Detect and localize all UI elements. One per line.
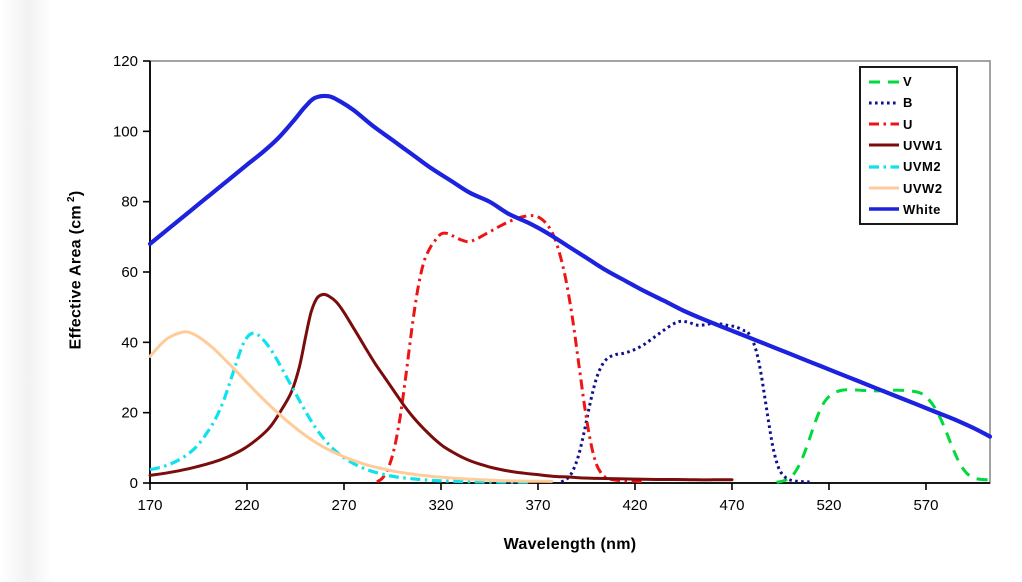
y-tick-label: 60 [121,264,138,281]
x-tick-label: 270 [331,497,356,514]
x-tick-label: 170 [137,497,162,514]
x-tick-label: 520 [816,497,841,514]
legend-item-uvw1: UVW1 [868,135,956,155]
x-tick-label: 220 [234,497,259,514]
legend-label-b: B [903,95,913,111]
y-axis-title-close: ) [67,190,85,197]
y-tick-label: 80 [121,194,138,211]
series-line-u [376,214,645,484]
legend-line-u [869,122,899,126]
legend-label-uvw2: UVW2 [903,180,943,196]
legend-line-white [869,207,899,212]
page-edge-shade [0,0,52,582]
x-tick-label: 420 [622,497,647,514]
legend-line-uvw2 [869,186,899,190]
y-tick-label: 20 [121,405,138,422]
y-axis-title: Effective Area (cm 2) [66,129,88,411]
series-line-b [560,319,810,484]
legend-line-b [869,101,899,105]
series-line-white [147,93,993,439]
legend-item-uvw2: UVW2 [868,178,956,198]
y-tick-label: 0 [130,475,138,492]
series-line-uvm2 [149,331,529,484]
x-tick-label: 370 [525,497,550,514]
chart-legend: V B U UVW1 UVM2 UVW2 White [859,66,958,225]
x-tick-label: 570 [913,497,938,514]
legend-item-b: B [868,93,956,113]
x-axis-title: Wavelength (nm) [503,536,637,553]
y-axis-title-superscript: 2 [66,196,77,203]
legend-label-u: U [903,116,913,132]
series-line-uvw1 [148,292,734,482]
legend-label-v: V [903,74,913,90]
legend-item-uvm2: UVM2 [868,157,956,177]
legend-line-uvm2 [869,165,899,169]
series-line-v [776,388,991,484]
legend-label-uvm2: UVM2 [903,159,942,175]
legend-label-uvw1: UVW1 [903,137,943,153]
legend-item-v: V [868,72,956,92]
y-tick-label: 120 [113,53,138,70]
y-axis-title-text: Effective Area (cm [67,205,85,350]
y-tick-label: 40 [121,334,138,351]
legend-item-u: U [868,114,956,134]
legend-line-uvw1 [869,143,899,147]
legend-item-white: White [868,199,956,219]
legend-label-white: White [903,201,941,217]
legend-line-v [869,80,899,84]
x-tick-label: 470 [719,497,744,514]
series-line-uvw2 [148,330,554,483]
x-tick-label: 320 [428,497,453,514]
y-tick-label: 100 [113,123,138,140]
